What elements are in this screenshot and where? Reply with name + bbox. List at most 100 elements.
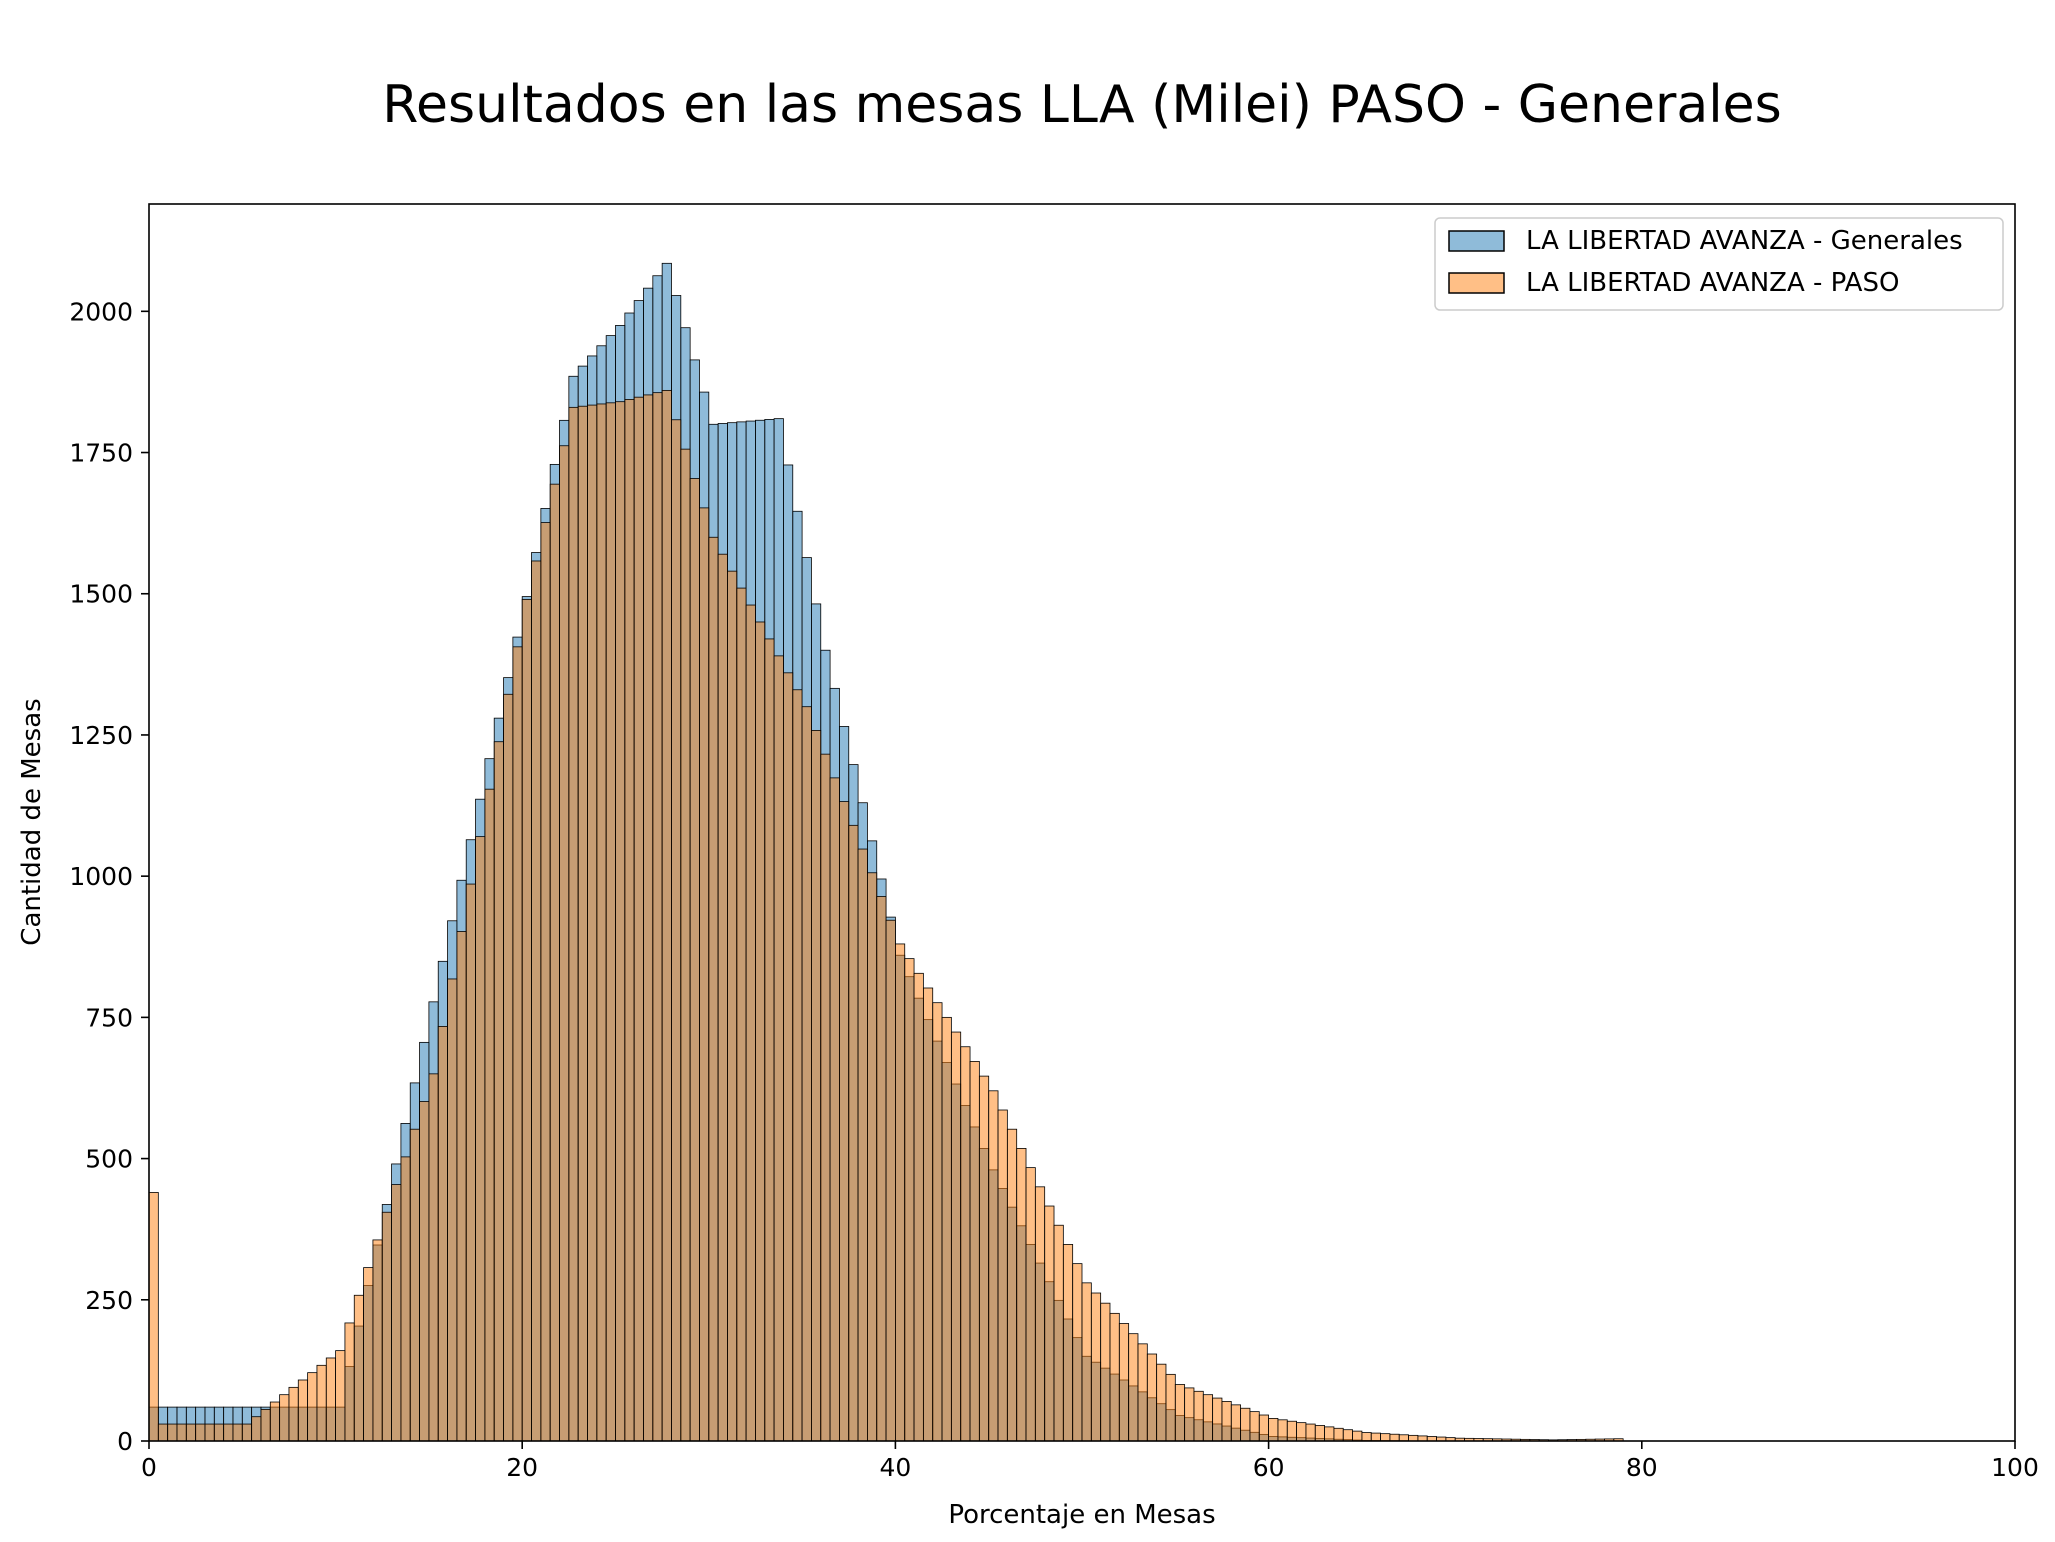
bar-paso bbox=[1146, 1353, 1158, 1442]
y-axis-label: Cantidad de Mesas bbox=[17, 698, 47, 945]
bar-paso bbox=[372, 1239, 383, 1442]
bar-paso bbox=[661, 389, 672, 1442]
bar-paso bbox=[213, 1423, 225, 1442]
bar-paso bbox=[1305, 1423, 1316, 1442]
bar-paso bbox=[932, 1002, 943, 1442]
y-axis-ticks: 0 250 500 750 1000 1250 1500 1750 2000 bbox=[69, 297, 149, 1456]
bar-paso bbox=[1165, 1373, 1176, 1442]
bar-paso bbox=[857, 848, 868, 1442]
bar-paso bbox=[1370, 1432, 1381, 1442]
bar-paso bbox=[260, 1408, 271, 1442]
legend-label-paso: LA LIBERTAD AVANZA - PASO bbox=[1526, 268, 1899, 298]
bar-paso bbox=[727, 570, 738, 1442]
y-tick-label: 750 bbox=[85, 1003, 133, 1032]
bar-paso bbox=[335, 1350, 346, 1442]
bar-paso bbox=[531, 560, 542, 1442]
bar-paso bbox=[792, 689, 803, 1442]
bar-paso bbox=[1361, 1432, 1372, 1442]
bar-paso bbox=[1380, 1433, 1391, 1442]
bar-paso bbox=[344, 1322, 355, 1442]
bar-paso bbox=[549, 483, 560, 1442]
bar-paso bbox=[820, 753, 831, 1442]
x-axis-ticks: 0 20 40 60 80 100 bbox=[141, 1441, 2039, 1482]
bar-paso bbox=[895, 943, 906, 1442]
bar-paso bbox=[671, 419, 682, 1442]
bar-paso bbox=[1118, 1323, 1130, 1442]
bar-paso bbox=[773, 655, 784, 1442]
bar-paso bbox=[288, 1386, 299, 1442]
bar-paso bbox=[950, 1031, 962, 1442]
bar-paso bbox=[1156, 1363, 1167, 1442]
bar-paso bbox=[297, 1379, 309, 1442]
bar-paso bbox=[363, 1267, 374, 1442]
bar-paso bbox=[1268, 1418, 1279, 1442]
bar-paso bbox=[988, 1090, 999, 1442]
bar-paso bbox=[624, 399, 635, 1442]
bar-paso bbox=[587, 404, 598, 1442]
bar-paso bbox=[447, 978, 458, 1442]
bar-paso bbox=[1212, 1397, 1223, 1442]
bar-paso bbox=[428, 1073, 439, 1442]
bar-paso bbox=[1296, 1422, 1307, 1442]
bar-paso bbox=[167, 1423, 178, 1442]
bar-paso bbox=[1128, 1333, 1139, 1442]
bar-paso bbox=[1072, 1263, 1083, 1442]
bar-paso bbox=[876, 896, 887, 1442]
bar-paso bbox=[353, 1294, 364, 1442]
bar-paso bbox=[1184, 1387, 1195, 1442]
bar-paso bbox=[232, 1423, 243, 1442]
bar-paso bbox=[1034, 1186, 1046, 1442]
bar-paso bbox=[1286, 1420, 1297, 1442]
bar-paso bbox=[1240, 1407, 1251, 1442]
bar-paso bbox=[922, 987, 934, 1442]
bar-paso bbox=[969, 1061, 980, 1442]
bar-paso bbox=[1324, 1426, 1335, 1442]
bar-paso bbox=[1258, 1414, 1270, 1442]
bar-paso bbox=[1342, 1429, 1353, 1442]
bar-paso bbox=[1006, 1128, 1018, 1442]
bar-paso bbox=[484, 788, 495, 1442]
bar-paso bbox=[904, 958, 915, 1442]
bar-paso bbox=[503, 693, 514, 1442]
bar-paso bbox=[839, 801, 850, 1442]
bar-paso bbox=[475, 836, 486, 1442]
legend-label-generales: LA LIBERTAD AVANZA - Generales bbox=[1526, 226, 1963, 256]
bar-paso bbox=[391, 1184, 402, 1442]
bar-paso bbox=[241, 1423, 253, 1442]
bar-paso bbox=[176, 1423, 187, 1442]
bar-paso bbox=[689, 478, 700, 1442]
y-tick-label: 1500 bbox=[69, 580, 133, 609]
bar-paso bbox=[493, 741, 504, 1442]
bar-paso bbox=[1333, 1427, 1344, 1442]
x-axis-label: Porcentaje en Mesas bbox=[948, 1500, 1215, 1530]
x-tick-label: 20 bbox=[506, 1453, 538, 1482]
bar-paso bbox=[540, 522, 551, 1442]
bar-paso bbox=[1352, 1430, 1363, 1442]
bar-paso bbox=[456, 931, 467, 1442]
bar-paso bbox=[633, 396, 644, 1442]
bar-paso bbox=[764, 638, 775, 1442]
bars-series-paso bbox=[148, 389, 1624, 1442]
bar-paso bbox=[801, 706, 812, 1442]
bar-paso bbox=[960, 1046, 971, 1442]
bar-paso bbox=[978, 1075, 990, 1442]
bar-paso bbox=[736, 587, 747, 1442]
bar-paso bbox=[997, 1109, 1008, 1442]
bar-paso bbox=[1016, 1148, 1027, 1442]
bar-paso bbox=[708, 536, 719, 1442]
y-tick-label: 2000 bbox=[69, 297, 133, 326]
bar-paso bbox=[885, 919, 896, 1442]
y-tick-label: 1750 bbox=[69, 439, 133, 468]
bar-paso bbox=[699, 507, 710, 1442]
bar-paso bbox=[1249, 1411, 1260, 1442]
bar-paso bbox=[1090, 1292, 1102, 1442]
bar-paso bbox=[419, 1101, 430, 1442]
bar-paso bbox=[1408, 1434, 1419, 1442]
bar-paso bbox=[381, 1211, 392, 1442]
legend-frame bbox=[1434, 217, 2004, 311]
legend: LA LIBERTAD AVANZA - Generales LA LIBERT… bbox=[1434, 217, 2004, 311]
bar-paso bbox=[848, 824, 859, 1442]
bar-paso bbox=[568, 406, 579, 1442]
legend-swatch-generales bbox=[1448, 230, 1505, 252]
bar-paso bbox=[615, 401, 626, 1442]
